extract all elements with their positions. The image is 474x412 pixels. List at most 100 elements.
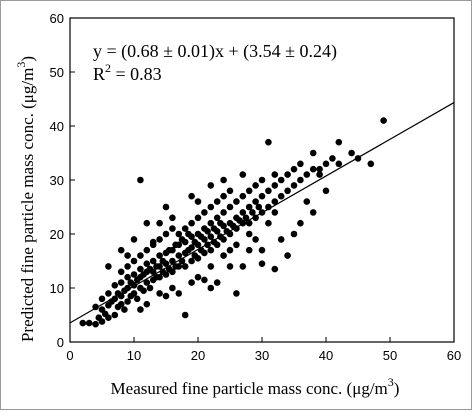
data-point bbox=[130, 271, 138, 278]
data-point bbox=[140, 287, 147, 295]
r-squared: R2 = 0.83 bbox=[93, 61, 162, 84]
y-tick-label: 20 bbox=[50, 227, 64, 242]
data-point bbox=[181, 263, 189, 270]
data-point bbox=[169, 214, 176, 222]
data-point bbox=[258, 192, 266, 200]
data-point bbox=[188, 192, 195, 200]
data-point bbox=[277, 236, 285, 243]
data-point bbox=[169, 268, 176, 276]
x-tick-label: 50 bbox=[383, 348, 397, 363]
data-point bbox=[156, 273, 163, 281]
data-point bbox=[188, 233, 195, 240]
data-point bbox=[79, 319, 87, 327]
data-point bbox=[220, 176, 227, 184]
data-point bbox=[284, 171, 291, 178]
data-point bbox=[233, 241, 240, 249]
x-axis-label: Measured fine particle mass conc. (μg/m3… bbox=[111, 375, 400, 398]
data-point bbox=[303, 198, 311, 205]
data-point bbox=[255, 203, 263, 211]
data-point bbox=[207, 284, 215, 292]
data-point bbox=[130, 290, 138, 297]
data-point bbox=[252, 214, 259, 222]
data-point bbox=[124, 298, 131, 305]
data-point bbox=[121, 306, 128, 313]
data-point bbox=[188, 219, 195, 227]
data-point bbox=[124, 263, 131, 270]
x-tick-label: 0 bbox=[66, 348, 73, 363]
y-tick-label: 30 bbox=[50, 173, 64, 188]
y-axis-label-close: ) bbox=[18, 56, 37, 62]
data-point bbox=[162, 260, 170, 268]
data-point bbox=[143, 279, 151, 286]
data-point bbox=[252, 236, 259, 243]
data-point bbox=[249, 209, 256, 216]
data-point bbox=[169, 246, 176, 254]
data-point bbox=[297, 176, 304, 184]
data-point bbox=[316, 171, 323, 178]
y-axis-label-sup: 3 bbox=[14, 62, 28, 68]
data-point bbox=[156, 219, 163, 227]
data-point bbox=[226, 203, 234, 211]
data-point bbox=[181, 225, 189, 232]
data-point bbox=[309, 149, 317, 157]
data-point bbox=[271, 171, 279, 178]
y-tick-label: 60 bbox=[50, 11, 64, 26]
data-point bbox=[149, 257, 157, 265]
data-point bbox=[111, 311, 119, 319]
data-point bbox=[117, 300, 125, 308]
data-point bbox=[149, 238, 157, 246]
data-point bbox=[105, 314, 112, 322]
data-point bbox=[277, 176, 285, 184]
data-point bbox=[194, 241, 202, 249]
x-tick-label: 20 bbox=[191, 348, 205, 363]
y-tick-label: 50 bbox=[50, 65, 64, 80]
data-point bbox=[220, 209, 227, 216]
data-point bbox=[194, 214, 202, 222]
data-point bbox=[245, 246, 253, 254]
data-point bbox=[303, 171, 311, 178]
data-point bbox=[322, 160, 330, 168]
data-point bbox=[188, 244, 195, 251]
data-point bbox=[220, 236, 227, 243]
fit-equation: y = (0.68 ± 0.01)x + (3.54 ± 0.24) bbox=[93, 41, 337, 62]
data-point bbox=[162, 292, 170, 300]
data-point bbox=[98, 318, 106, 325]
data-point bbox=[149, 268, 157, 276]
data-point bbox=[201, 276, 208, 284]
data-point bbox=[207, 203, 215, 211]
data-point bbox=[271, 198, 279, 205]
data-point bbox=[226, 187, 234, 195]
data-point bbox=[105, 263, 112, 270]
r-squared-sup: 2 bbox=[105, 61, 111, 75]
data-point bbox=[258, 176, 266, 184]
data-point bbox=[162, 271, 170, 278]
data-point bbox=[239, 209, 247, 216]
data-point bbox=[162, 230, 170, 238]
data-point bbox=[204, 228, 211, 235]
y-tick-label: 10 bbox=[50, 281, 64, 296]
data-point bbox=[290, 182, 298, 189]
data-point bbox=[181, 238, 189, 246]
data-point bbox=[137, 176, 144, 184]
x-tick-label: 40 bbox=[319, 348, 333, 363]
data-point bbox=[207, 182, 215, 189]
data-point bbox=[297, 219, 304, 227]
data-point bbox=[175, 252, 183, 259]
data-point bbox=[252, 182, 259, 189]
data-point bbox=[277, 192, 285, 200]
data-point bbox=[98, 295, 106, 303]
x-tick-label: 60 bbox=[447, 348, 461, 363]
data-point bbox=[111, 282, 119, 289]
data-point bbox=[245, 187, 253, 195]
data-point bbox=[220, 252, 227, 259]
data-point bbox=[143, 219, 151, 227]
data-point bbox=[201, 209, 208, 216]
data-point bbox=[188, 257, 195, 265]
data-point bbox=[207, 246, 215, 254]
data-point bbox=[367, 160, 375, 168]
data-point bbox=[226, 263, 234, 270]
data-point bbox=[284, 252, 291, 259]
data-point bbox=[265, 138, 272, 146]
data-point bbox=[220, 192, 227, 200]
